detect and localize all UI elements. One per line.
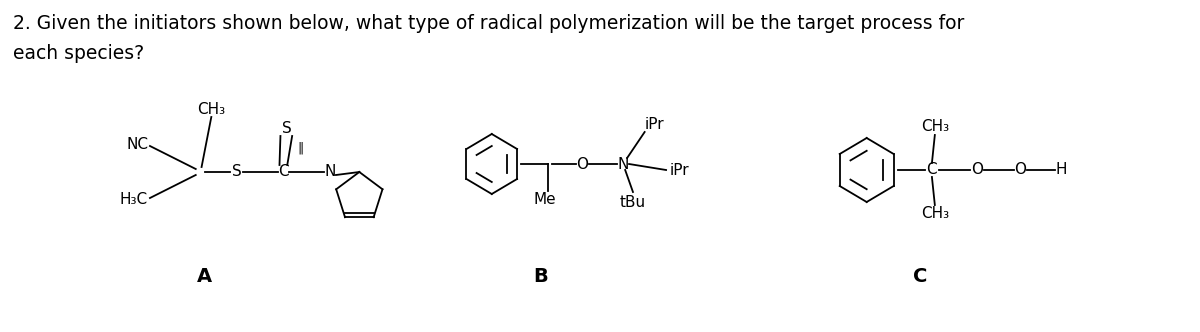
Text: iPr: iPr: [644, 117, 665, 131]
Text: C: C: [913, 268, 928, 287]
Text: H₃C: H₃C: [120, 193, 148, 208]
Text: H: H: [1056, 162, 1067, 178]
Text: CH₃: CH₃: [920, 119, 949, 133]
Text: N: N: [324, 164, 336, 180]
Text: CH₃: CH₃: [920, 207, 949, 221]
Text: A: A: [197, 268, 212, 287]
Text: tBu: tBu: [620, 195, 646, 209]
Text: N: N: [618, 156, 629, 172]
Text: C: C: [278, 164, 289, 180]
Text: each species?: each species?: [13, 44, 144, 63]
Text: CH₃: CH₃: [197, 102, 226, 117]
Text: B: B: [533, 268, 548, 287]
Text: S: S: [232, 164, 241, 180]
Text: O: O: [971, 162, 983, 178]
Text: 2. Given the initiators shown below, what type of radical polymerization will be: 2. Given the initiators shown below, wha…: [13, 14, 964, 33]
Text: C: C: [926, 162, 937, 178]
Text: S: S: [282, 121, 292, 135]
Text: NC: NC: [126, 136, 148, 151]
Text: ‖: ‖: [298, 141, 304, 154]
Text: O: O: [576, 156, 588, 172]
Text: O: O: [1014, 162, 1026, 178]
Text: Me: Me: [533, 192, 556, 207]
Text: iPr: iPr: [670, 162, 690, 178]
